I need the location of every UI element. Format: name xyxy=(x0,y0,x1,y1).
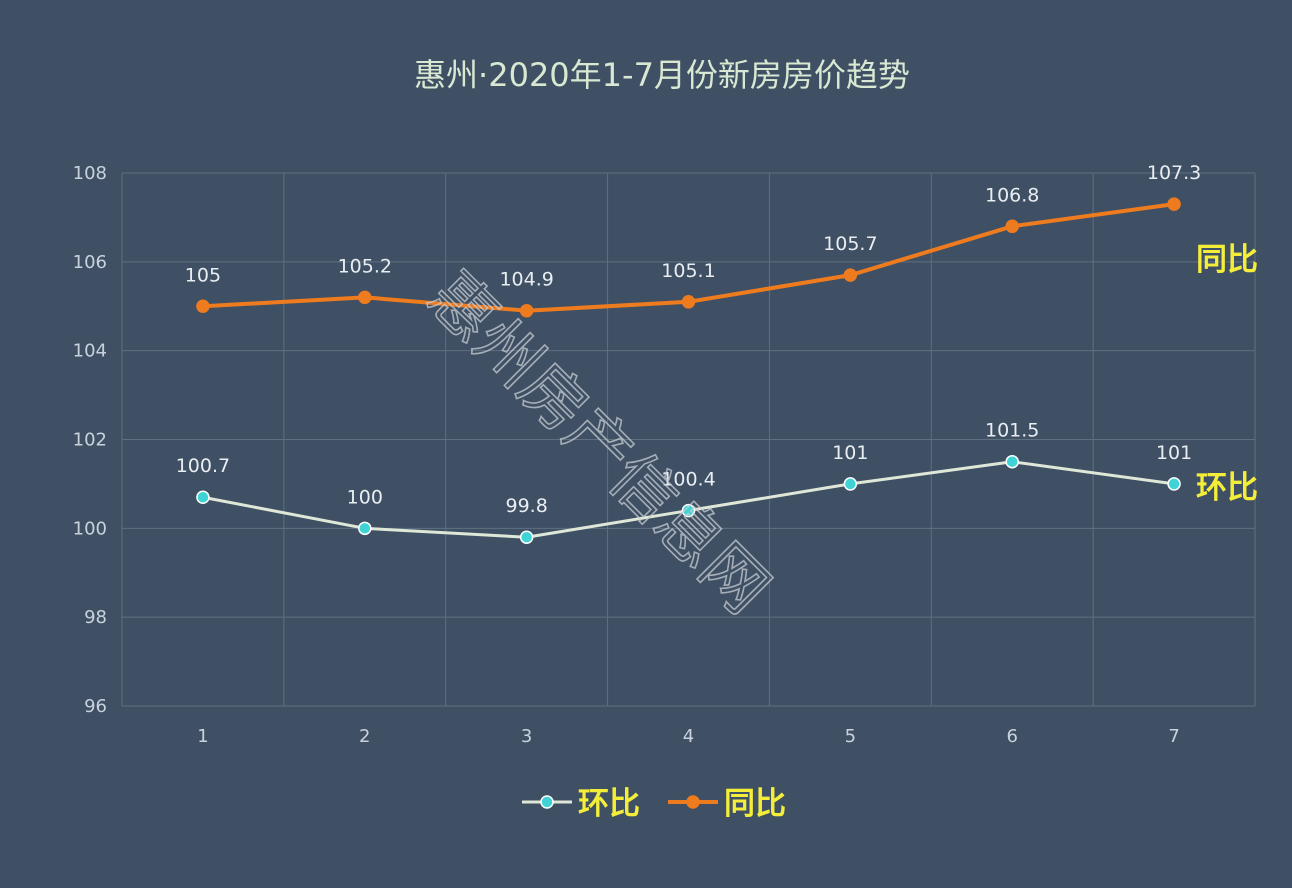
y-tick-label: 108 xyxy=(73,163,107,184)
legend-label-huanbi: 环比 xyxy=(578,786,640,822)
y-tick-label: 102 xyxy=(73,430,107,451)
data-label-huanbi: 100 xyxy=(347,486,383,508)
x-tick-label: 2 xyxy=(359,726,370,747)
data-point-tongbi xyxy=(1167,197,1181,211)
data-label-tongbi: 105.1 xyxy=(661,260,715,282)
data-label-huanbi: 99.8 xyxy=(505,495,547,517)
data-point-huanbi xyxy=(843,477,858,491)
x-tick-label: 5 xyxy=(845,726,856,747)
data-point-huanbi xyxy=(1167,477,1181,491)
series-end-label-tongbi: 同比 xyxy=(1196,242,1258,278)
watermark: 惠州房产信息网 xyxy=(414,259,783,628)
data-point-tongbi xyxy=(681,295,696,309)
legend-marker-huanbi xyxy=(540,795,554,809)
y-tick-label: 98 xyxy=(84,607,107,628)
data-label-tongbi: 105 xyxy=(185,264,221,286)
data-point-huanbi xyxy=(358,521,372,536)
legend-label-tongbi: 同比 xyxy=(724,786,786,822)
data-point-tongbi xyxy=(196,299,210,313)
data-label-tongbi: 104.9 xyxy=(499,269,553,291)
y-tick-label: 100 xyxy=(73,518,107,539)
data-point-tongbi xyxy=(1005,219,1019,234)
legend: 环比 同比 xyxy=(522,786,786,822)
data-point-huanbi xyxy=(681,503,696,518)
data-point-huanbi xyxy=(519,530,534,544)
data-label-tongbi: 106.8 xyxy=(985,184,1039,206)
data-point-tongbi xyxy=(843,268,858,282)
x-tick-label: 7 xyxy=(1168,726,1179,747)
data-label-huanbi: 101.5 xyxy=(985,420,1039,442)
chart-title: 惠州·2020年1-7月份新房房价趋势 xyxy=(414,56,910,94)
x-tick-label: 4 xyxy=(683,726,694,747)
data-label-huanbi: 100.4 xyxy=(661,469,715,491)
x-tick-label: 3 xyxy=(521,726,532,747)
x-tick-label: 1 xyxy=(197,726,208,747)
data-point-huanbi xyxy=(196,490,210,504)
legend-marker-tongbi xyxy=(686,795,700,809)
data-label-huanbi: 100.7 xyxy=(176,455,230,477)
data-point-tongbi xyxy=(358,290,372,305)
data-label-tongbi: 107.3 xyxy=(1147,162,1201,184)
series-end-label-huanbi: 环比 xyxy=(1196,470,1258,506)
data-label-huanbi: 101 xyxy=(1156,442,1192,464)
y-tick-label: 106 xyxy=(73,252,107,273)
data-label-tongbi: 105.2 xyxy=(338,255,392,277)
data-point-huanbi xyxy=(1005,454,1019,469)
axis-ticks: 96 98 100 102 104 106 108 1 2 3 4 5 6 7 xyxy=(73,163,1180,747)
y-tick-label: 96 xyxy=(84,696,107,717)
data-label-tongbi: 105.7 xyxy=(823,233,877,255)
data-label-huanbi: 101 xyxy=(832,442,868,464)
y-tick-label: 104 xyxy=(73,341,107,362)
grid xyxy=(121,172,1256,707)
data-point-tongbi xyxy=(519,303,534,318)
x-tick-label: 6 xyxy=(1006,726,1017,747)
